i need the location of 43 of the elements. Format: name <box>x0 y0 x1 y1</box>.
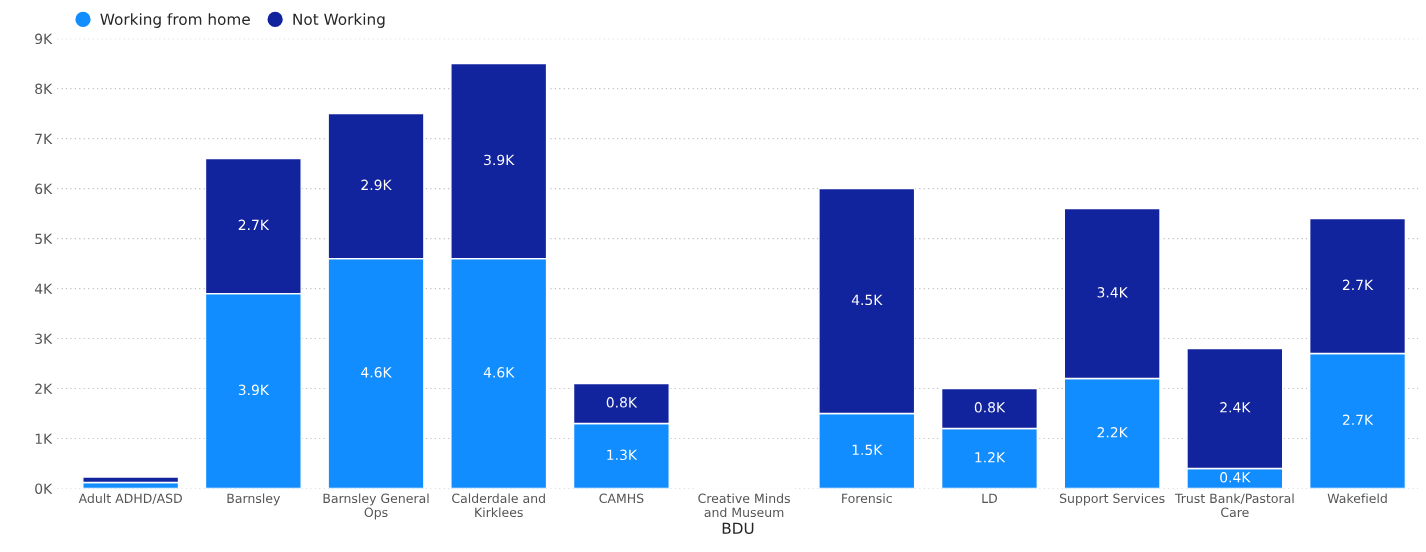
data-label: 3.9K <box>238 384 270 396</box>
x-tick-label: Barnsley <box>227 493 281 506</box>
y-tick-label: 1K <box>35 433 53 444</box>
data-label: 2.7K <box>1342 279 1374 290</box>
data-label: 4.5K <box>851 294 883 306</box>
data-label: 1.3K <box>607 449 638 461</box>
x-tick-label: Support Services <box>1059 493 1165 506</box>
x-tick-label: Creative Minds and Museum <box>698 493 790 518</box>
x-tick-label: CAMHS <box>599 493 644 504</box>
x-tick-label: Adult ADHD/ASD <box>78 493 182 505</box>
data-label: 0.8K <box>974 402 1006 413</box>
y-tick-label: 9K <box>35 33 53 45</box>
data-label: 2.7K <box>1342 414 1374 425</box>
x-tick-label: Calderdale and Kirklees <box>452 493 545 518</box>
x-axis-title: BDU <box>722 522 754 535</box>
y-tick-label: 3K <box>35 333 53 345</box>
data-label: 3.9K <box>484 154 515 166</box>
data-label: 4.6K <box>361 367 392 378</box>
y-tick-label: 0K <box>35 483 53 494</box>
x-tick-label: Trust Bank/Pastoral Care <box>1174 493 1294 518</box>
y-tick-label: 7K <box>35 133 53 144</box>
bar <box>82 476 180 484</box>
data-label: 3.4K <box>1097 287 1129 298</box>
y-tick-label: 6K <box>35 183 53 195</box>
x-tick-label: LD <box>982 493 998 503</box>
data-label: 2.9K <box>361 179 392 191</box>
legend-label: Working from home <box>100 13 250 28</box>
legend-label: Not Working <box>293 13 385 28</box>
data-label: 0.8K <box>606 397 638 408</box>
y-tick-label: 5K <box>35 233 53 245</box>
data-label: 0.4K <box>1220 472 1251 483</box>
data-label: 2.2K <box>1097 427 1129 438</box>
data-label: 2.4K <box>1220 402 1251 413</box>
data-label: 1.5K <box>852 444 883 456</box>
x-tick-label: Wakefield <box>1327 493 1387 504</box>
data-label: 1.2K <box>975 452 1006 463</box>
x-tick-label: Barnsley General Ops <box>323 493 429 520</box>
x-tick-label: Forensic <box>842 493 892 504</box>
y-tick-label: 2K <box>35 383 53 394</box>
y-tick-label: 4K <box>34 283 53 294</box>
y-tick-label: 8K <box>35 83 53 95</box>
data-label: 2.7K <box>238 219 270 230</box>
data-label: 4.6K <box>483 367 515 378</box>
